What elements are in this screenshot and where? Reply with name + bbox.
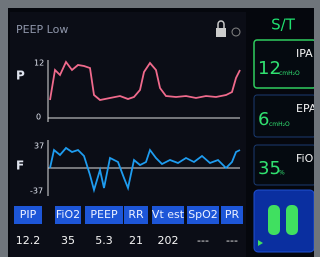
parameter-label: RR [128,208,144,221]
waveform-max: 12 [34,59,44,68]
setting-value: 12 [258,58,281,79]
setting-unit: cmH₂O [279,70,300,77]
page: PEEP Low P 12 0 F 37 -37 PIP 12.2 FiO2 35 PE… [0,0,314,257]
parameter-label: PEEP [90,208,118,221]
breath-icon [268,205,280,235]
ventilator-screen: PEEP Low P 12 0 F 37 -37 PIP 12.2 FiO2 35 PE… [0,0,314,257]
waveform-min: -37 [30,187,43,196]
waveform-max: 37 [34,142,44,151]
setting-value: 35 [258,158,281,179]
waveform-min: 0 [36,113,41,122]
breath-indicator [254,190,314,252]
setting-value: 6 [258,109,269,130]
mode: S/T [271,16,296,34]
parameter-value: 5.3 [95,234,113,247]
parameter-label: SpO2 [188,208,218,221]
parameter-label: PIP [20,208,37,221]
alarm-text: PEEP Low [16,23,68,36]
parameter-value: 21 [129,234,143,247]
waveform-label: F [16,159,24,173]
parameter-label: PR [225,208,240,221]
waveform-label: P [16,69,25,83]
parameter-label: FiO2 [56,208,80,221]
parameter-label: Vt est [152,208,185,221]
setting-unit: cmH₂O [269,121,290,128]
setting-label: FiO [296,152,314,165]
setting-label: EPA [296,102,314,115]
breath-icon [286,205,298,235]
parameter-value: --- [197,234,209,247]
parameter-value: 35 [61,234,75,247]
parameter-value: 12.2 [16,234,41,247]
setting-label: IPA [296,47,313,60]
setting-unit: % [279,170,285,177]
parameter-value: --- [226,234,238,247]
parameter-value: 202 [158,234,179,247]
